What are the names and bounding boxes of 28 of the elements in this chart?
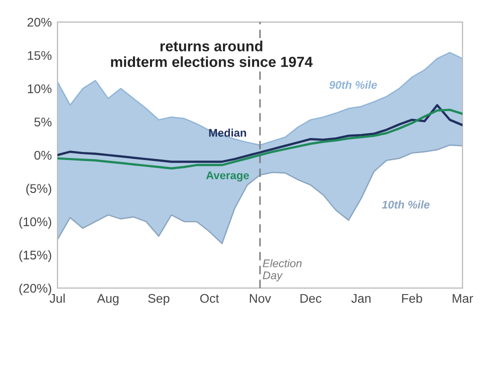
series-label: 90th %ile bbox=[329, 80, 377, 89]
ref-line-label: Election Day bbox=[262, 259, 302, 282]
y-tick-label: (20%) bbox=[19, 284, 52, 296]
x-tick-label: Jul bbox=[50, 294, 65, 303]
y-tick-label: 15% bbox=[28, 51, 52, 60]
x-tick-label: Nov bbox=[250, 294, 272, 303]
x-tick-label: Mar bbox=[452, 294, 474, 303]
line-series bbox=[58, 104, 462, 163]
line-series bbox=[58, 52, 462, 146]
y-tick-label: (10%) bbox=[19, 217, 52, 229]
series-label: Median bbox=[209, 128, 246, 137]
line-series bbox=[58, 108, 462, 170]
y-tick-label: (5%) bbox=[26, 184, 52, 196]
y-tick-label: 5% bbox=[34, 118, 52, 126]
y-tick-label: 10% bbox=[28, 84, 52, 94]
x-tick-label: Aug bbox=[97, 294, 118, 306]
line-series bbox=[58, 144, 462, 244]
x-tick-label: Dec bbox=[300, 294, 322, 303]
y-tick-label: 0% bbox=[34, 150, 52, 160]
series-label: 10th %ile bbox=[382, 200, 430, 209]
x-tick-label: Oct bbox=[200, 294, 220, 303]
text: returns around midterm elections since 1974 bbox=[111, 40, 313, 68]
x-tick-label: Feb bbox=[402, 294, 422, 303]
y-tick-label: (15%) bbox=[19, 250, 52, 262]
x-tick-label: Sep bbox=[148, 294, 170, 306]
y-tick-label: 20% bbox=[28, 18, 52, 27]
series-label: Average bbox=[206, 172, 249, 182]
x-tick-label: Jan bbox=[351, 294, 371, 303]
